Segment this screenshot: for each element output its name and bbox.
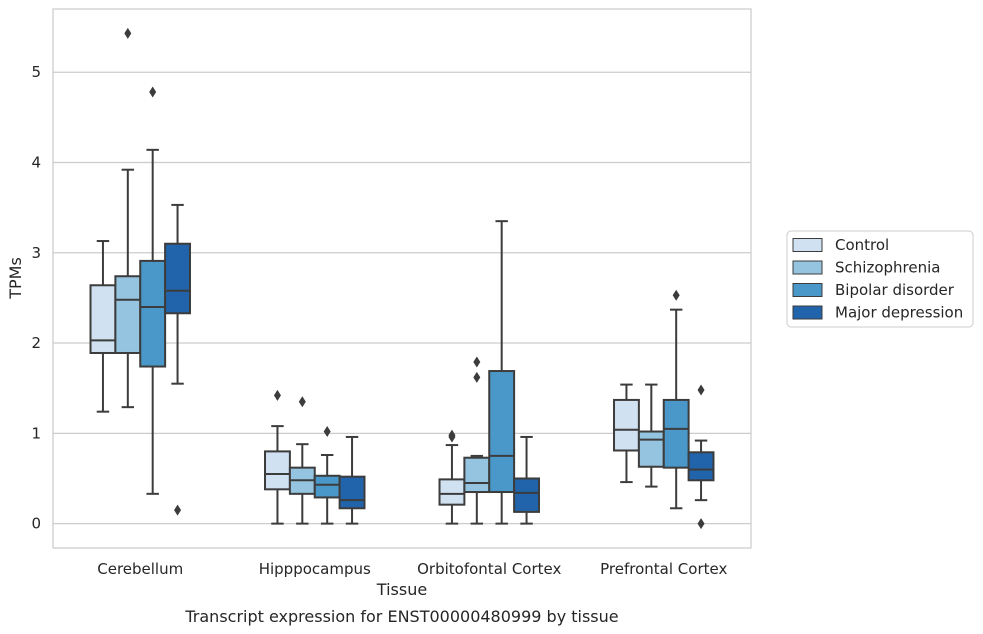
y-tick-label: 2 [31,334,41,352]
box-group [513,435,540,525]
outlier-point [174,504,182,516]
outlier-point [448,429,456,441]
legend-label: Major depression [835,304,963,322]
box [488,370,516,494]
y-tick-label: 0 [31,515,41,533]
y-tick-label: 3 [31,244,41,262]
box-group [114,27,142,409]
box-group [613,383,640,484]
box-group [313,426,341,525]
box-group [164,203,191,516]
box [164,242,191,315]
outlier-point [149,86,157,98]
box-group [139,86,167,495]
box [662,398,690,469]
box-group [438,429,466,525]
x-tick-label: Prefrontal Cortex [600,560,727,578]
y-tick-label: 5 [31,63,41,81]
outlier-point [473,371,481,383]
outlier-point [323,426,331,438]
box [89,284,117,354]
box [114,275,142,354]
box [313,474,341,499]
outlier-point [697,518,705,530]
box-group [338,435,366,525]
legend-swatch [792,238,823,252]
box [637,430,665,468]
box [687,451,715,482]
outlier-point [697,384,705,396]
box [264,450,291,491]
legend: Control Schizophrenia Bipolar disorder Majo… [786,230,974,328]
y-tick-label: 1 [31,424,41,442]
chart-caption: Transcript expression for ENST0000048099… [184,607,618,626]
box [513,477,540,513]
legend-swatch [792,305,823,320]
outlier-point [473,356,481,368]
y-axis-title: TPMs [6,257,25,300]
box-group [662,289,690,510]
legend-label: Bipolar disorder [835,281,955,299]
legend-label: Control [835,236,889,254]
legend-label: Schizophrenia [835,259,940,277]
x-axis-title: Tissue [376,580,427,599]
x-tick-label: Cerebellum [97,560,183,578]
y-tick-label: 4 [31,153,41,171]
box [613,398,640,452]
box-group [288,396,316,525]
plot-frame [52,8,752,549]
box-group [89,240,117,413]
x-tick-label: Orbitofontal Cortex [417,560,561,578]
x-axis-ticks: Cerebellum Hipppocampus Orbitofontal Corte… [97,560,727,578]
box-group [488,220,516,525]
box-group [637,383,665,488]
box [438,478,466,506]
legend-swatch [792,260,823,275]
plot-area [89,27,715,530]
outlier-point [672,289,680,301]
box [139,259,167,368]
legend-swatch [792,283,823,297]
legend-frame [786,230,974,328]
box [338,475,366,510]
outlier-point [124,27,132,39]
box-group [463,356,491,525]
box-group [264,389,291,525]
box [463,456,491,494]
y-axis-ticks: 0 1 2 3 4 5 [31,63,41,532]
box-group [687,384,715,530]
x-tick-label: Hipppocampus [259,560,371,578]
outlier-point [298,396,306,408]
outlier-point [273,389,281,401]
